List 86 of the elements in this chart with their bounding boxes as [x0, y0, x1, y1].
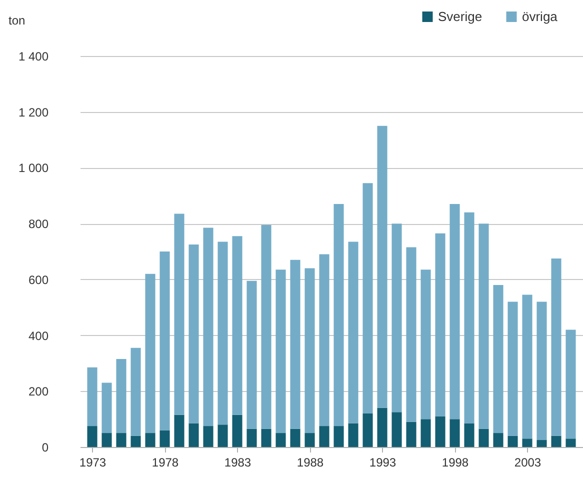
bar [290, 428, 300, 447]
bar [522, 294, 532, 439]
bar [102, 382, 112, 434]
bar [145, 274, 156, 434]
bar [188, 244, 199, 424]
bar [334, 204, 344, 426]
bar [348, 242, 358, 424]
bar [232, 414, 242, 447]
bar [218, 424, 228, 447]
bar [566, 438, 576, 447]
bar [450, 204, 460, 420]
bar [174, 414, 184, 447]
x-tick-label: 1973 [79, 456, 106, 470]
bar [420, 419, 431, 447]
bar [276, 433, 286, 447]
bar [464, 212, 474, 424]
y-tick-label: 200 [28, 384, 49, 399]
y-tick-label: 0 [42, 440, 49, 454]
bar [406, 247, 416, 422]
bar [218, 242, 228, 425]
bar [319, 254, 330, 426]
legend-label: övriga [522, 8, 558, 24]
bar [536, 302, 547, 440]
bar [87, 426, 98, 447]
bar [130, 436, 141, 447]
bar [145, 433, 156, 447]
bar [87, 367, 98, 426]
bar [362, 413, 373, 447]
bar [160, 252, 170, 430]
bar [203, 228, 214, 426]
bar [450, 419, 460, 447]
bar [246, 280, 257, 429]
y-axis-title: ton [8, 14, 26, 28]
x-tick-label: 1993 [369, 456, 396, 470]
bar [116, 433, 126, 447]
bar [493, 285, 504, 434]
bar [130, 348, 141, 436]
bar [362, 183, 373, 414]
bar [551, 436, 562, 447]
bar [392, 412, 402, 447]
bar [464, 423, 474, 447]
bar [261, 428, 272, 447]
y-tick-label: 800 [28, 217, 49, 232]
y-tick-label: 1 400 [18, 50, 49, 64]
bar [304, 268, 315, 434]
bar [160, 430, 170, 447]
bar [406, 422, 416, 447]
x-tick-label: 1998 [442, 456, 469, 470]
y-tick-label: 1 000 [18, 161, 49, 176]
bar [102, 433, 112, 447]
bar [116, 359, 126, 434]
bar [508, 302, 518, 436]
bar [493, 433, 504, 447]
bar [566, 330, 576, 439]
bar [377, 408, 388, 447]
bar [290, 260, 300, 429]
bar [435, 416, 446, 447]
bar [348, 423, 358, 447]
bar [319, 426, 330, 447]
bar [508, 436, 518, 447]
x-tick-label: 1983 [224, 456, 252, 470]
bar [174, 214, 184, 415]
x-tick-label: 1988 [296, 456, 324, 470]
bar [420, 270, 431, 420]
y-tick-label: 400 [28, 328, 49, 343]
bar [232, 236, 242, 415]
y-tick-label: 600 [28, 272, 49, 287]
bar [188, 423, 199, 447]
bar [304, 433, 315, 447]
y-tick-label: 1 200 [18, 105, 49, 120]
bar [435, 233, 446, 416]
bar [203, 426, 214, 447]
bar [536, 440, 547, 447]
bar [261, 224, 272, 429]
bar [276, 270, 286, 434]
bar [246, 428, 257, 447]
x-tick-label: 1978 [152, 456, 179, 470]
x-tick-label: 2003 [514, 456, 542, 470]
bar [478, 428, 489, 447]
bar [392, 224, 402, 412]
bar [478, 224, 489, 429]
bar [522, 438, 532, 447]
bar [551, 258, 562, 436]
legend-label: Sverige [438, 8, 482, 24]
bar [334, 426, 344, 447]
bar [377, 126, 388, 408]
